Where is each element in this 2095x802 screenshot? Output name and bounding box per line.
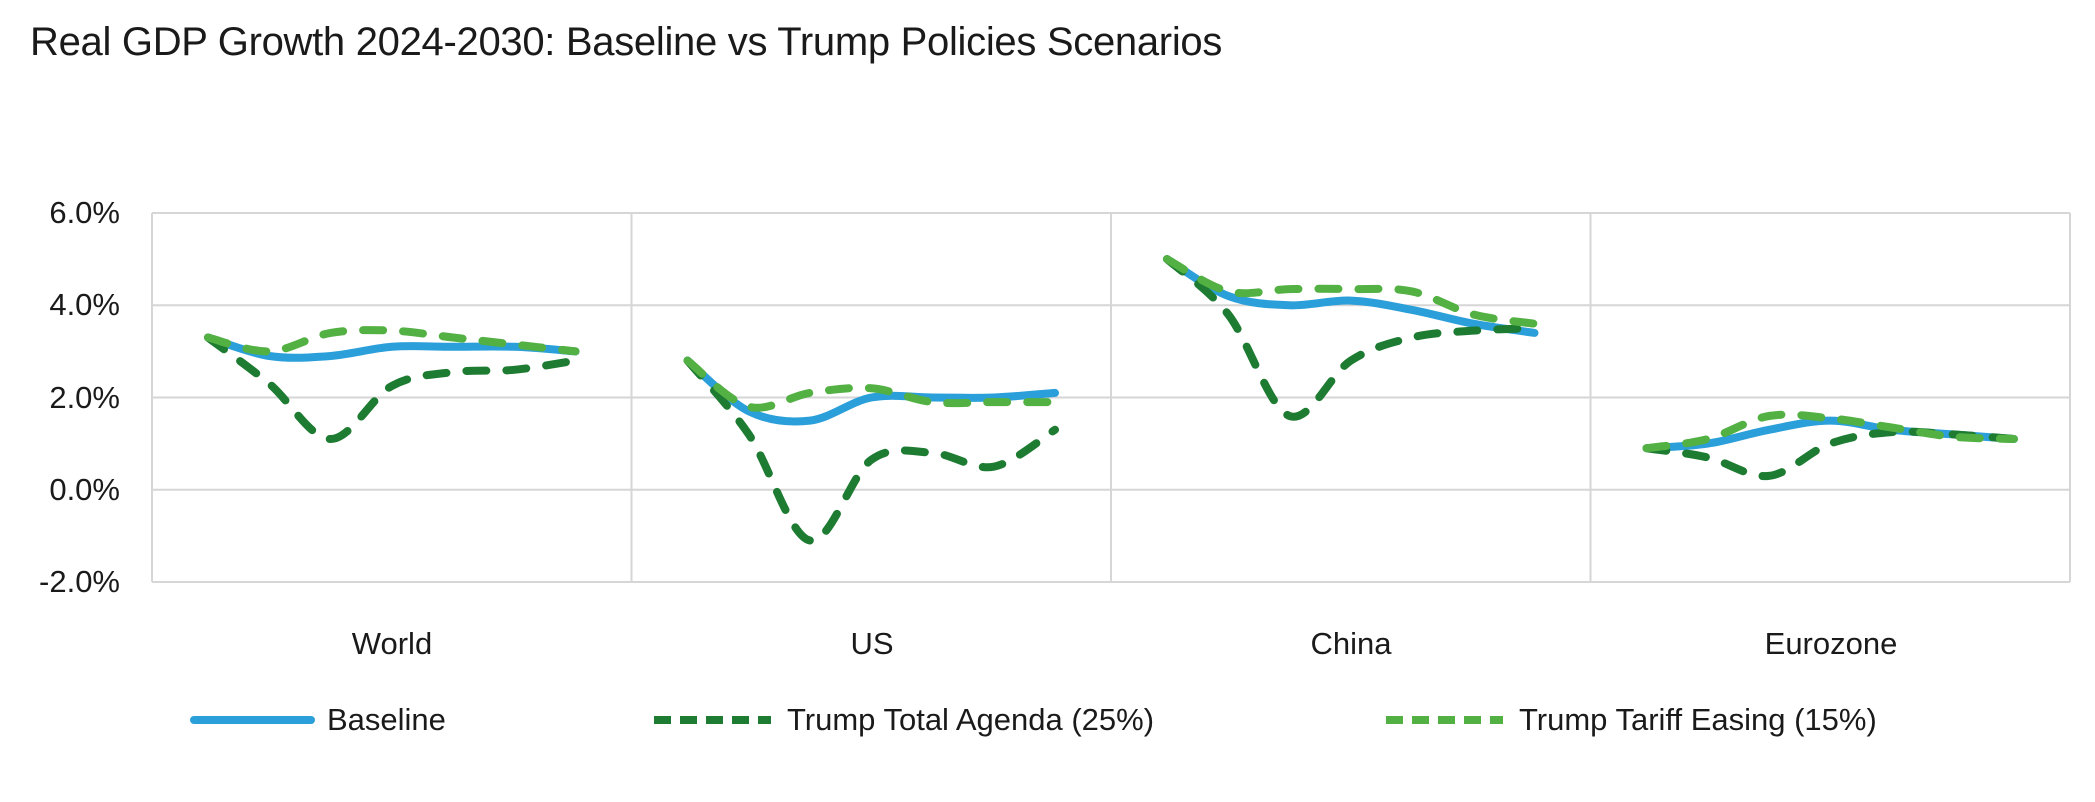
legend-item-trump-total-agenda-25: Trump Total Agenda (25%) [650, 700, 1154, 740]
series-line-baseline-us [683, 356, 1059, 426]
series-line-trump-total-agenda-25-china [1163, 255, 1539, 421]
x-axis-category-label: US [850, 626, 894, 661]
series-line-baseline-world [204, 333, 580, 362]
legend-swatch-dashed-line [1386, 716, 1503, 724]
x-axis-category-label: Eurozone [1764, 626, 1898, 661]
series-line-trump-total-agenda-25-world [204, 333, 580, 444]
y-tick-label: 6.0% [49, 195, 120, 230]
series-line-trump-total-agenda-25-eurozone [1642, 427, 2018, 481]
y-tick-label: 0.0% [49, 472, 120, 507]
legend-item-trump-tariff-easing-15: Trump Tariff Easing (15%) [1382, 700, 1877, 740]
legend-label: Trump Total Agenda (25%) [787, 702, 1155, 737]
y-tick-label: 4.0% [49, 287, 120, 322]
series-line-trump-total-agenda-25-us [683, 356, 1059, 545]
legend-swatch-dashed-line [654, 716, 771, 724]
y-tick-label: 2.0% [49, 380, 120, 415]
y-tick-label: -2.0% [39, 564, 120, 599]
series-line-trump-tariff-easing-15-us [683, 356, 1059, 412]
legend-label: Baseline [327, 702, 446, 737]
chart-title: Real GDP Growth 2024-2030: Baseline vs T… [30, 20, 1223, 64]
legend-item-baseline: Baseline [190, 700, 446, 740]
legend-label: Trump Tariff Easing (15%) [1519, 702, 1877, 737]
series-line-trump-tariff-easing-15-china [1163, 255, 1539, 328]
series-line-trump-tariff-easing-15-eurozone [1642, 410, 2018, 453]
legend-swatch-solid-line [190, 716, 315, 724]
series-line-baseline-china [1163, 255, 1539, 337]
x-axis-category-label: China [1310, 626, 1392, 661]
x-axis-category-label: World [351, 626, 433, 661]
series-line-trump-tariff-easing-15-world [204, 326, 580, 356]
